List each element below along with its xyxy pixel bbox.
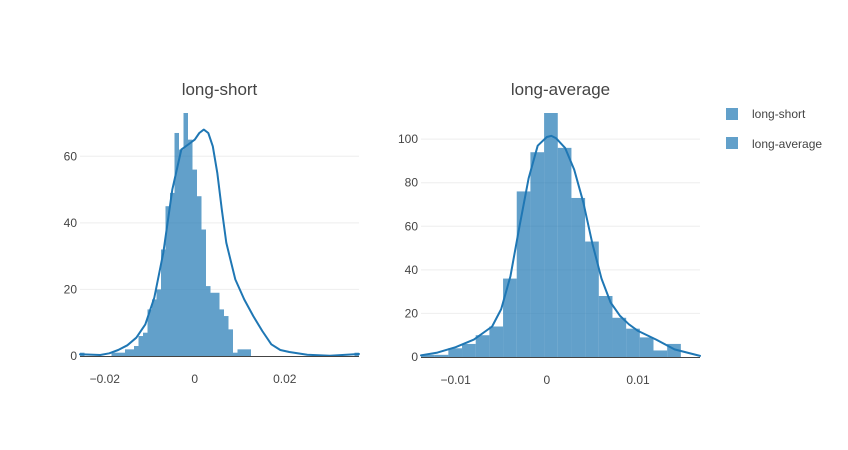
y-tick-label: 100 xyxy=(398,132,418,146)
histogram-bar xyxy=(530,152,545,357)
histogram-bar xyxy=(598,296,613,357)
x-tick-label: 0 xyxy=(191,372,198,386)
legend-item-long-average[interactable]: long-average xyxy=(726,137,822,151)
x-tick-label: −0.02 xyxy=(90,372,121,386)
histogram-bar xyxy=(143,332,148,356)
histogram-bar xyxy=(557,147,572,357)
subplot-long-short: 0 20 40 60 −0.02 0 0.02 long-short xyxy=(64,80,360,386)
histogram-bar xyxy=(165,206,170,356)
legend-item-long-short[interactable]: long-short xyxy=(726,107,806,121)
histogram-bar xyxy=(462,343,476,357)
histogram-bar xyxy=(174,132,179,356)
histogram-bar xyxy=(489,326,504,357)
y-tick-label: 40 xyxy=(405,263,419,277)
histogram-bar xyxy=(516,191,531,357)
histogram-bar xyxy=(138,336,143,356)
y-tick-label: 0 xyxy=(411,350,418,364)
histogram-bar xyxy=(544,113,558,357)
x-tick-label: 0.01 xyxy=(626,373,650,387)
histogram-bar xyxy=(585,241,599,357)
legend-label-long-short: long-short xyxy=(752,107,806,121)
histogram-bar xyxy=(237,349,242,356)
histogram-bar xyxy=(246,349,251,356)
y-tick-label: 60 xyxy=(64,149,78,163)
density-curve xyxy=(79,128,360,357)
histogram-bar xyxy=(161,249,166,356)
histogram-bar xyxy=(120,352,125,356)
histogram-bar xyxy=(228,329,233,356)
legend-label-long-average: long-average xyxy=(752,137,822,151)
histogram-bar xyxy=(147,309,152,356)
histogram-bar xyxy=(215,292,220,356)
y-tick-label: 20 xyxy=(405,306,419,320)
histogram-bar xyxy=(626,328,640,357)
x-tick-label: 0.02 xyxy=(273,372,297,386)
y-tick-label: 0 xyxy=(70,349,77,363)
histogram-bar xyxy=(639,337,654,357)
histogram-bar xyxy=(201,229,206,356)
histogram-bar xyxy=(448,348,463,357)
histogram-bar xyxy=(111,352,116,356)
histogram-bar xyxy=(116,352,121,356)
histogram-bar xyxy=(188,139,193,356)
histogram-bar xyxy=(503,278,517,357)
histogram-bar xyxy=(434,354,449,357)
x-tick-label: −0.01 xyxy=(440,373,471,387)
histogram-bar xyxy=(179,149,184,356)
histogram-bar xyxy=(206,286,211,356)
y-tick-label: 40 xyxy=(64,216,78,230)
chart-title: long-average xyxy=(511,80,610,99)
histogram-bar xyxy=(152,299,157,356)
histogram-bar xyxy=(233,352,238,356)
y-tick-label: 20 xyxy=(64,282,78,296)
legend-swatch-long-short xyxy=(726,108,738,120)
histogram-bar xyxy=(170,192,175,356)
legend: long-short long-average xyxy=(726,107,822,151)
y-tick-label: 60 xyxy=(405,219,419,233)
histogram-bar xyxy=(224,316,229,356)
histogram-bar xyxy=(197,196,202,356)
histogram-bar xyxy=(129,349,134,356)
histogram-bar xyxy=(475,335,490,357)
histogram-bar xyxy=(125,349,130,356)
histogram-bar xyxy=(653,350,668,357)
histogram-bar xyxy=(210,292,215,356)
histogram-bar xyxy=(192,169,197,356)
histogram-bar xyxy=(571,197,586,357)
histogram-bar xyxy=(134,346,139,356)
histogram-bar xyxy=(421,354,435,357)
histogram-bar xyxy=(612,317,627,357)
density-curve xyxy=(420,134,701,357)
subplot-long-average: 0 20 40 60 80 100 −0.01 0 0.01 long-average xyxy=(398,80,701,387)
histogram-bar xyxy=(156,289,161,356)
histogram-bar xyxy=(219,309,224,356)
histogram-bar xyxy=(242,349,247,356)
chart-title: long-short xyxy=(182,80,258,99)
histogram-bar xyxy=(183,113,188,356)
y-tick-label: 80 xyxy=(405,176,419,190)
x-tick-label: 0 xyxy=(543,373,550,387)
legend-swatch-long-average xyxy=(726,137,738,149)
